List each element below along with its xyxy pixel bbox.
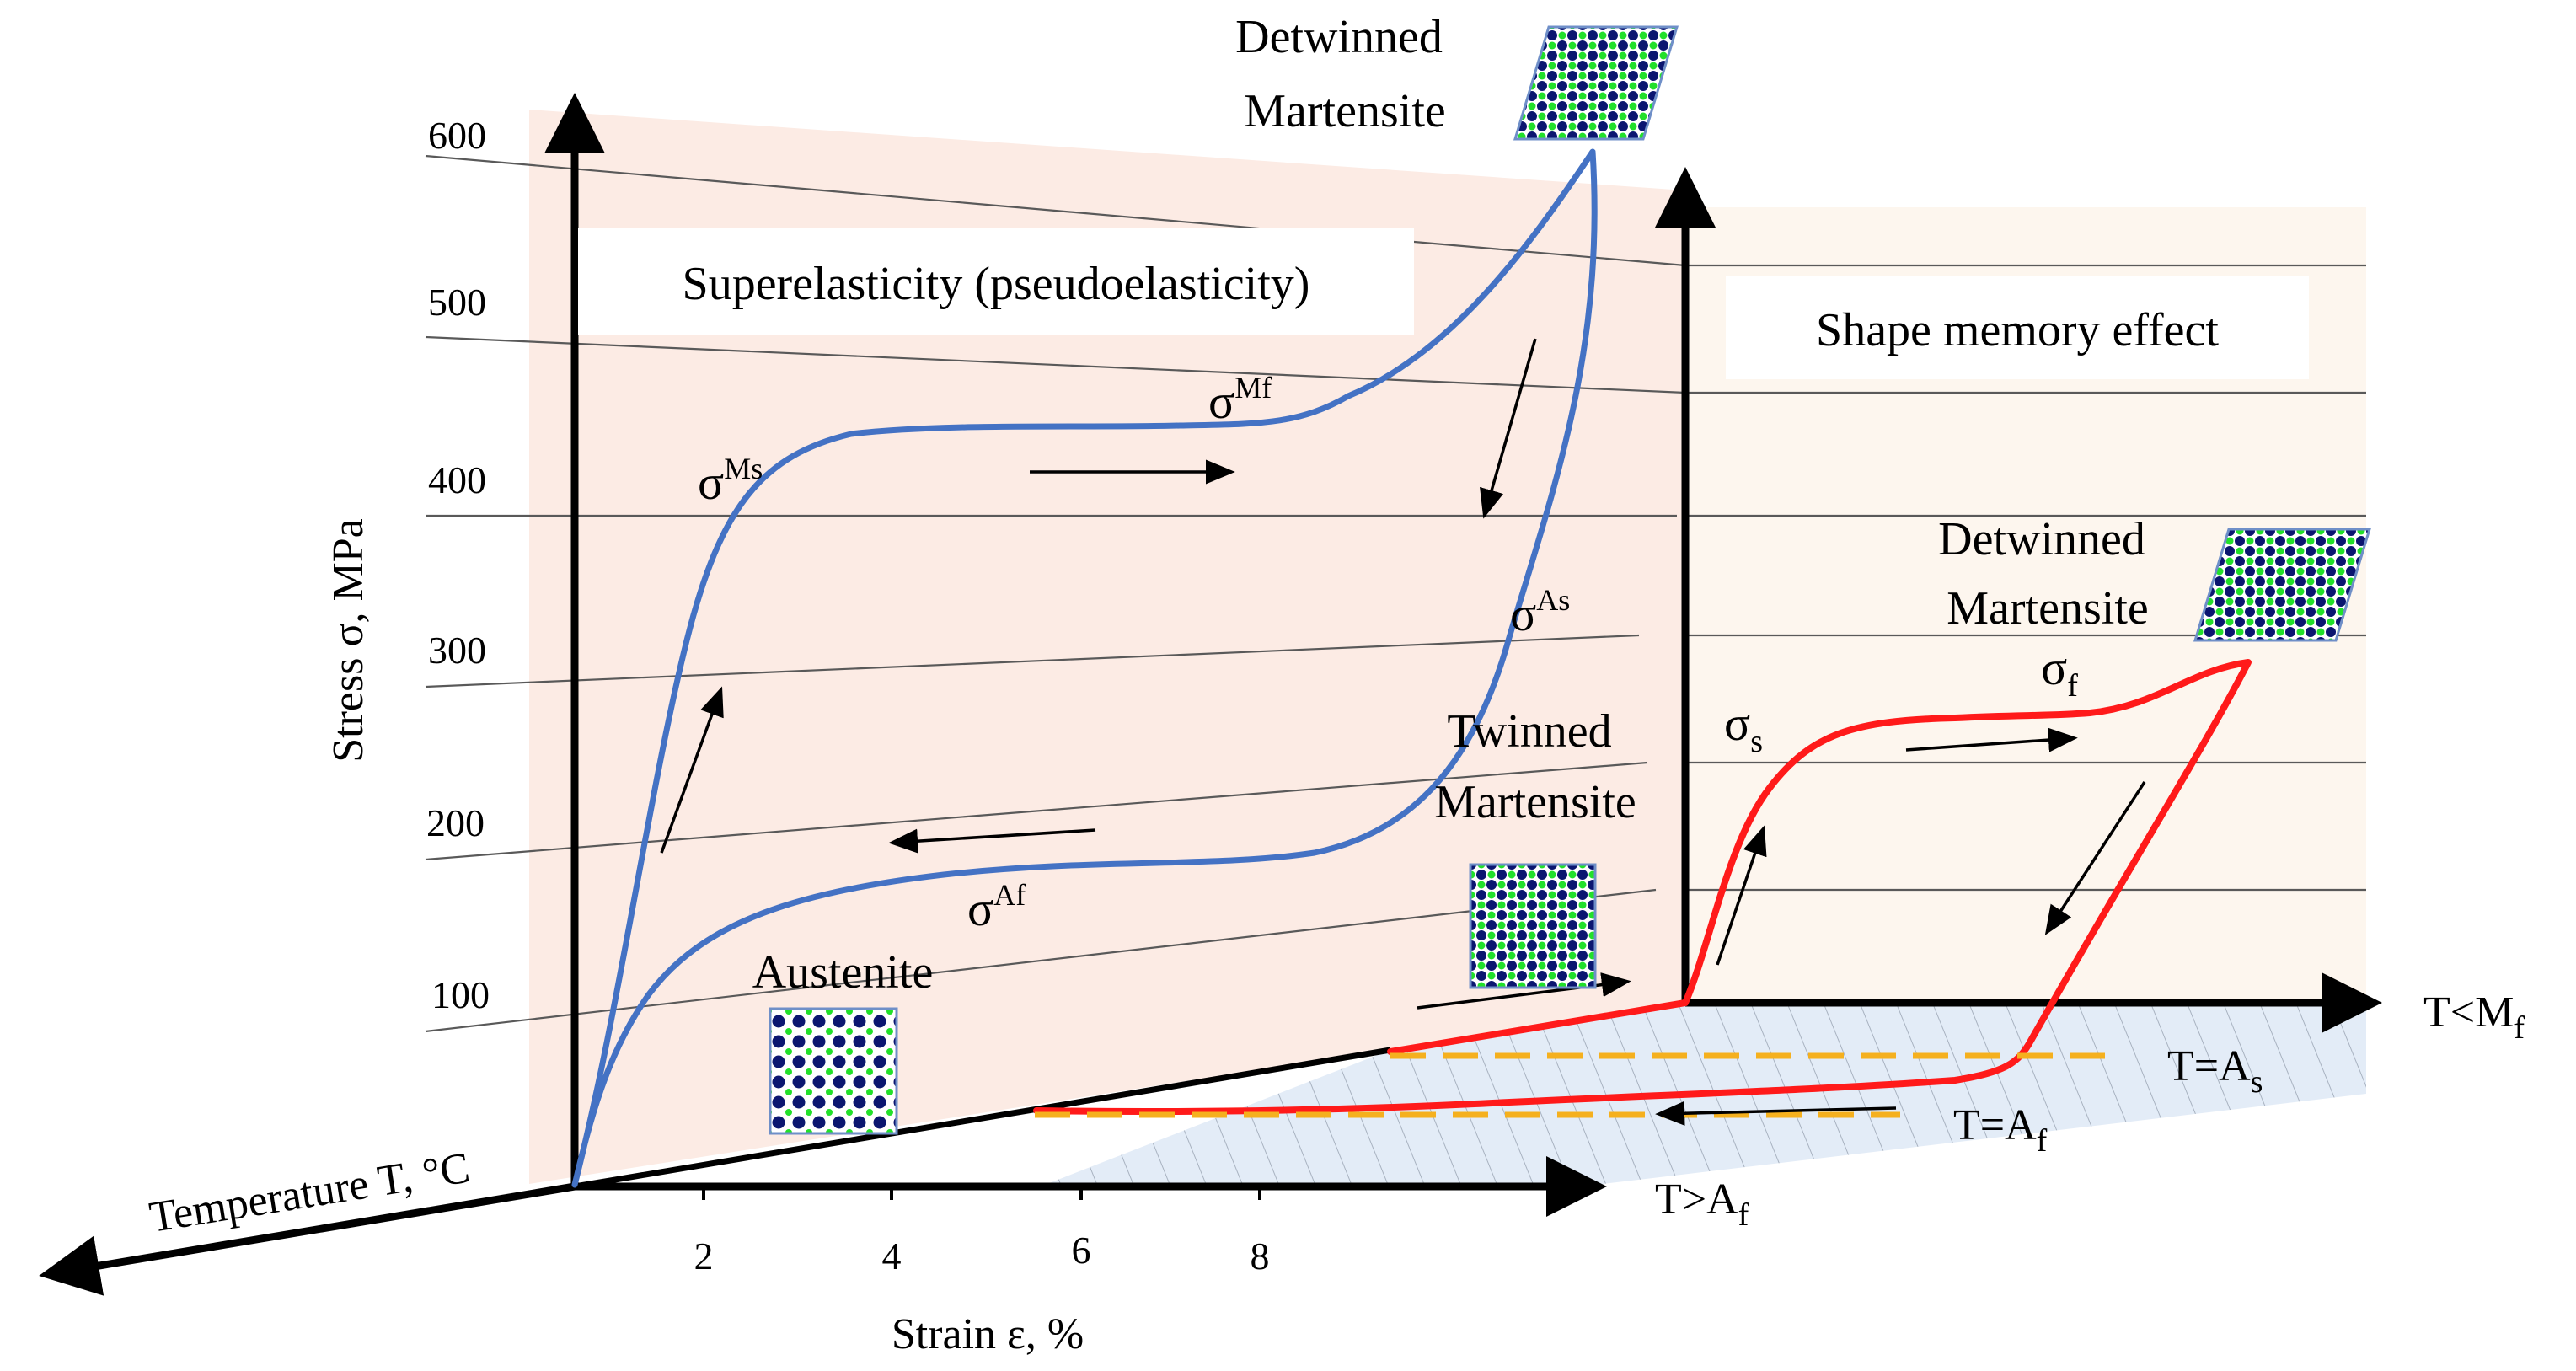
arrow-red-plateau (1905, 727, 2078, 752)
arrow-superelastic-return (888, 828, 1096, 854)
arrow-red-down (2044, 781, 2146, 935)
sigma-af-label: σAf (967, 878, 1026, 936)
austenite-lattice-icon (769, 1007, 898, 1135)
t-eq-af-label: T=Af (1953, 1101, 2048, 1159)
stress-tick-400: 400 (428, 458, 486, 501)
shape-memory-title: Shape memory effect (1816, 304, 2219, 356)
stress-gridlines (425, 154, 2366, 1033)
shape-memory-curve (1033, 659, 2252, 1116)
superelasticity-title: Superelasticity (pseudoelasticity) (683, 258, 1310, 310)
strain-tick-6: 6 (1072, 1229, 1091, 1272)
floor-edge (574, 1047, 1391, 1190)
detwinned-top-label: Detwinned Martensite (1235, 11, 1454, 137)
stress-tick-300: 300 (428, 629, 486, 672)
twinned-lattice-icon (1469, 863, 1597, 989)
arrow-superelastic-up (660, 686, 724, 854)
transformation-temperature-lines (1035, 1052, 2107, 1118)
sigma-ms-label: σMs (698, 452, 763, 510)
sigma-mf-label: σMf (1208, 371, 1272, 429)
shape-memory-label-box (1726, 276, 2309, 379)
strain-tick-2: 2 (694, 1234, 714, 1277)
stress-tick-500: 500 (428, 281, 486, 324)
stress-tick-100: 100 (431, 973, 490, 1016)
arrow-red-return (1655, 1101, 1897, 1126)
superelastic-curve (571, 148, 1598, 1188)
t-lt-mf-label: T<Mf (2423, 988, 2525, 1046)
detwinned-right-label: Detwinned Martensite (1938, 513, 2157, 635)
twinned-label: Twinned Martensite (1434, 705, 1636, 828)
strain-tick-4: 4 (882, 1234, 902, 1277)
superelasticity-label-box (578, 228, 1414, 335)
t-gt-af-label: T>Af (1655, 1176, 1749, 1233)
sigma-s-label: σs (1724, 696, 1763, 759)
detwinned-lattice-icon-right (2193, 528, 2372, 642)
stress-tick-600: 600 (428, 114, 486, 157)
shape-memory-back-panel (1685, 207, 2366, 1003)
sigma-f-label: σf (2041, 640, 2078, 704)
strain-axis-label: Strain ε, % (892, 1310, 1084, 1358)
strain-tick-marks (702, 1186, 1261, 1200)
axes (39, 93, 2382, 1296)
strain-tick-8: 8 (1251, 1234, 1270, 1277)
t-eq-as-label: T=As (2167, 1042, 2263, 1100)
arrow-superelastic-down (1480, 338, 1537, 519)
arrow-red-up (1716, 825, 1767, 966)
stress-axis-label: Stress σ, MPa (324, 518, 372, 763)
stress-tick-200: 200 (426, 801, 485, 844)
austenite-label: Austenite (752, 946, 934, 999)
superelastic-back-panel (529, 110, 1685, 1184)
temperature-axis (39, 1182, 576, 1296)
sigma-as-label: σAs (1510, 583, 1570, 641)
detwinned-lattice-icon-top (1513, 25, 1679, 141)
